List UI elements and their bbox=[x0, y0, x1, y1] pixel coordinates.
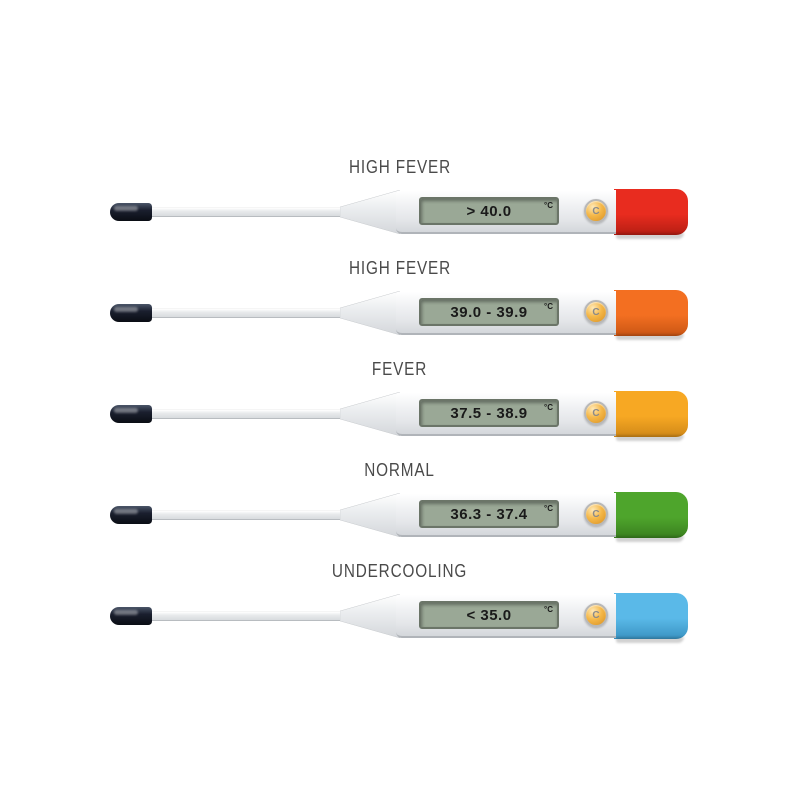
lcd-display: 36.3 - 37.4 °C bbox=[419, 500, 559, 528]
button-label: C bbox=[592, 610, 599, 621]
thermometer-icon: 39.0 - 39.9 °C C bbox=[110, 285, 690, 341]
temperature-reading: 37.5 - 38.9 bbox=[450, 405, 527, 422]
temperature-unit: °C bbox=[544, 403, 553, 412]
color-cap bbox=[614, 189, 688, 235]
button-label: C bbox=[592, 206, 599, 217]
temperature-reading: < 35.0 bbox=[466, 607, 511, 624]
probe-taper bbox=[340, 291, 400, 335]
probe-shaft bbox=[146, 308, 346, 318]
temperature-reading: 39.0 - 39.9 bbox=[450, 304, 527, 321]
probe-taper bbox=[340, 392, 400, 436]
probe-tip bbox=[110, 304, 152, 322]
probe-tip bbox=[110, 203, 152, 221]
probe-shaft bbox=[146, 409, 346, 419]
color-cap bbox=[614, 290, 688, 336]
thermometer-icon: 37.5 - 38.9 °C C bbox=[110, 386, 690, 442]
probe-shaft bbox=[146, 207, 346, 217]
probe-tip bbox=[110, 506, 152, 524]
thermometer-icon: < 35.0 °C C bbox=[110, 588, 690, 644]
probe-shaft bbox=[146, 510, 346, 520]
category-label: FEVER bbox=[372, 359, 427, 380]
category-label: UNDERCOOLING bbox=[332, 561, 467, 582]
button-label: C bbox=[592, 509, 599, 520]
probe-shaft bbox=[146, 611, 346, 621]
color-cap bbox=[614, 593, 688, 639]
thermometer-row-normal: NORMAL 36.3 - 37.4 °C C bbox=[110, 460, 690, 543]
category-label: HIGH FEVER bbox=[349, 157, 451, 178]
thermometer-icon: > 40.0 °C C bbox=[110, 184, 690, 240]
thermometer-body: > 40.0 °C C bbox=[396, 190, 616, 234]
category-label: NORMAL bbox=[365, 460, 436, 481]
category-label: HIGH FEVER bbox=[349, 258, 451, 279]
probe-taper bbox=[340, 493, 400, 537]
thermometer-row-undercooling: UNDERCOOLING < 35.0 °C C bbox=[110, 561, 690, 644]
power-button: C bbox=[584, 603, 608, 627]
color-cap bbox=[614, 391, 688, 437]
power-button: C bbox=[584, 502, 608, 526]
button-label: C bbox=[592, 307, 599, 318]
thermometer-body: 39.0 - 39.9 °C C bbox=[396, 291, 616, 335]
lcd-display: 37.5 - 38.9 °C bbox=[419, 399, 559, 427]
power-button: C bbox=[584, 199, 608, 223]
temperature-reading: 36.3 - 37.4 bbox=[450, 506, 527, 523]
color-cap bbox=[614, 492, 688, 538]
thermometer-body: < 35.0 °C C bbox=[396, 594, 616, 638]
thermometer-body: 37.5 - 38.9 °C C bbox=[396, 392, 616, 436]
thermometer-body: 36.3 - 37.4 °C C bbox=[396, 493, 616, 537]
thermometer-row-fever: FEVER 37.5 - 38.9 °C C bbox=[110, 359, 690, 442]
lcd-display: < 35.0 °C bbox=[419, 601, 559, 629]
temperature-reading: > 40.0 bbox=[466, 203, 511, 220]
thermometer-row-high-fever-1: HIGH FEVER > 40.0 °C C bbox=[110, 157, 690, 240]
lcd-display: > 40.0 °C bbox=[419, 197, 559, 225]
thermometer-row-high-fever-2: HIGH FEVER 39.0 - 39.9 °C C bbox=[110, 258, 690, 341]
temperature-unit: °C bbox=[544, 605, 553, 614]
lcd-display: 39.0 - 39.9 °C bbox=[419, 298, 559, 326]
temperature-unit: °C bbox=[544, 504, 553, 513]
power-button: C bbox=[584, 401, 608, 425]
probe-tip bbox=[110, 405, 152, 423]
temperature-unit: °C bbox=[544, 201, 553, 210]
probe-taper bbox=[340, 594, 400, 638]
button-label: C bbox=[592, 408, 599, 419]
probe-taper bbox=[340, 190, 400, 234]
temperature-unit: °C bbox=[544, 302, 553, 311]
power-button: C bbox=[584, 300, 608, 324]
thermometer-icon: 36.3 - 37.4 °C C bbox=[110, 487, 690, 543]
probe-tip bbox=[110, 607, 152, 625]
